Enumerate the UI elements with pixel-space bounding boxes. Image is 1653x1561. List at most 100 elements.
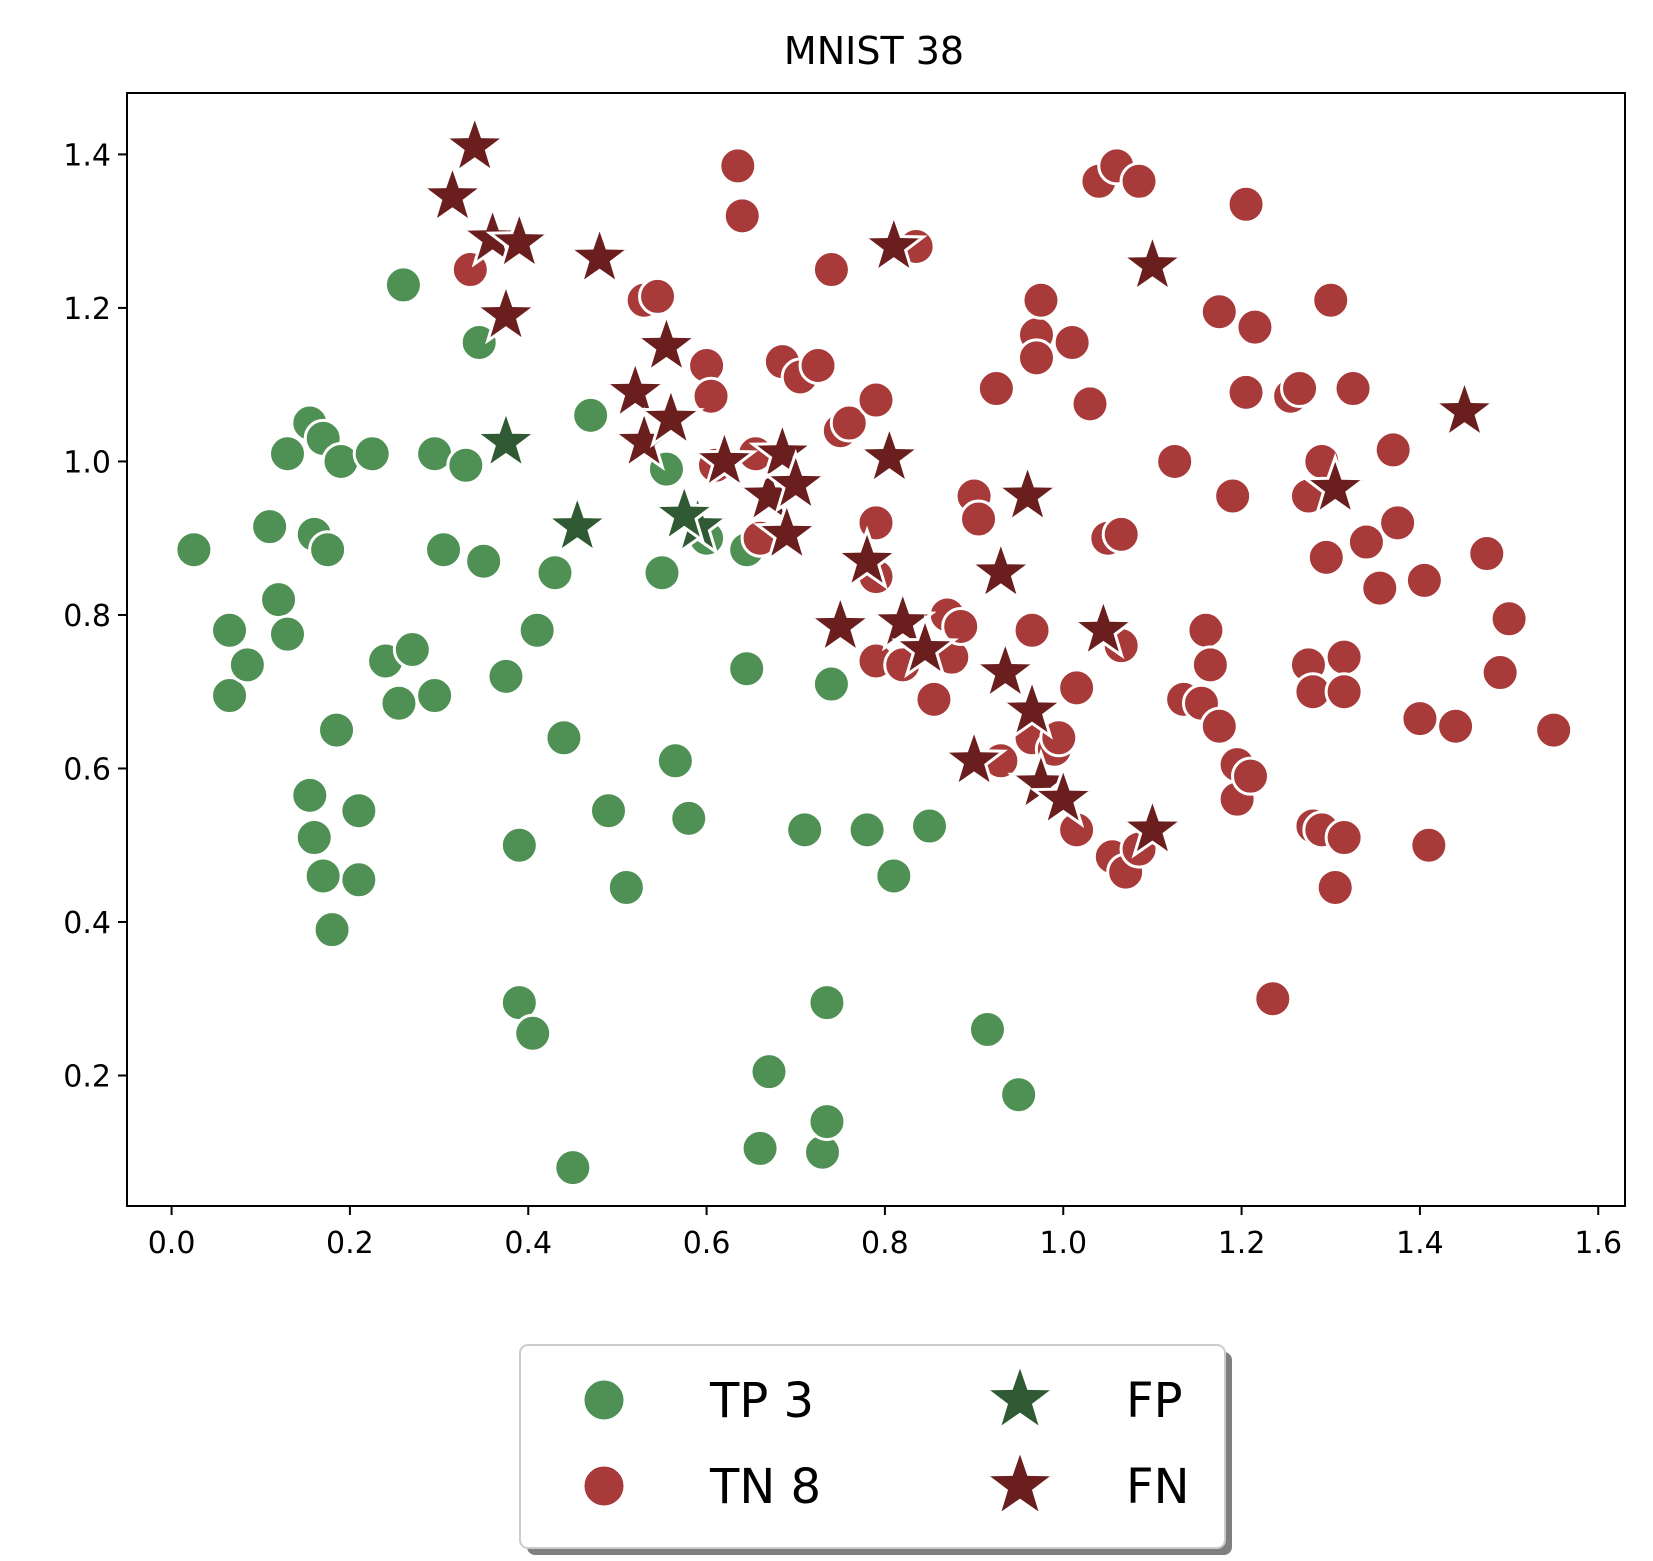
circle-point [268, 614, 307, 654]
x-tick-label: 1.0 [1039, 1226, 1087, 1261]
series-fp [472, 406, 732, 556]
star-point [993, 460, 1062, 525]
circle-point [424, 530, 464, 570]
circle-point [486, 656, 526, 696]
legend-label: TN 8 [709, 1459, 821, 1515]
circle-point [383, 265, 423, 305]
star-point [1118, 230, 1187, 295]
star-point [632, 310, 701, 376]
plot-frame [126, 92, 1626, 1207]
circle-point [727, 649, 767, 689]
circle-point [1253, 979, 1293, 1019]
star-point [940, 725, 1008, 790]
x-tick-label: 0.2 [326, 1226, 374, 1261]
circle-point [1155, 441, 1195, 481]
y-tick-label: 0.4 [63, 906, 111, 941]
circle-point [1346, 522, 1386, 562]
circle-point [499, 825, 539, 865]
x-tick-label: 1.4 [1396, 1226, 1444, 1261]
circle-point [1119, 161, 1159, 201]
star-point [543, 491, 612, 556]
y-axis: 0.2 0.4 0.6 0.8 1.0 1.2 1.4 [63, 138, 127, 1095]
star-point [1430, 375, 1499, 441]
circle-point [1409, 825, 1449, 865]
circle-point [967, 1009, 1007, 1049]
circle-point [352, 434, 392, 474]
circle-point [464, 541, 504, 581]
circle-point [544, 718, 584, 758]
circle-point [308, 530, 348, 570]
star-point [806, 590, 875, 656]
circle-point [1280, 369, 1320, 409]
star-point [753, 498, 821, 564]
circle-point [798, 345, 838, 385]
circle-point [227, 645, 267, 685]
legend-item: TN 8 [581, 1459, 821, 1515]
circle-point [1400, 699, 1440, 739]
circle-point [1436, 706, 1476, 746]
star-point [855, 422, 924, 487]
circle-point [1324, 637, 1364, 677]
star-point [565, 222, 634, 287]
circle-point [811, 250, 851, 290]
circle-point [722, 196, 762, 236]
circle-point [606, 867, 646, 907]
circle-point [718, 146, 758, 186]
star-point [485, 207, 554, 272]
x-tick-label: 0.6 [683, 1226, 731, 1261]
circle-point [1186, 610, 1226, 650]
circle-point [589, 791, 628, 831]
circle-point [638, 276, 678, 316]
star-point [761, 448, 830, 514]
circle-point [210, 676, 250, 716]
circle-point [290, 775, 330, 815]
circle-point [856, 380, 896, 420]
circle-point [1324, 818, 1364, 858]
circle-point [669, 798, 709, 838]
x-tick-label: 0.8 [861, 1226, 909, 1261]
legend: TP 3 TN 8 FP FN [519, 1344, 1232, 1555]
star-point [998, 675, 1066, 740]
circle-point [856, 503, 896, 543]
circle-point [1057, 668, 1097, 708]
star-point [748, 418, 817, 483]
star-point [418, 161, 487, 226]
circle-point [1467, 534, 1507, 574]
circle-point [1360, 568, 1400, 608]
y-tick-label: 1.0 [63, 445, 111, 480]
circle-point [914, 679, 954, 719]
circle-point [459, 322, 499, 362]
circle-point [1231, 756, 1270, 796]
star-point [868, 587, 937, 652]
circle-point [174, 530, 214, 570]
circle-point [1315, 867, 1355, 907]
legend-label: FN [1126, 1459, 1190, 1515]
star-point [833, 525, 901, 591]
series-fn [418, 111, 1499, 859]
circle-point [941, 606, 981, 646]
circle-point [379, 683, 419, 723]
star-point [891, 613, 959, 679]
circle-point [339, 791, 379, 831]
circle-point [317, 710, 357, 750]
y-tick-label: 0.8 [63, 599, 111, 634]
circle-point [392, 630, 432, 669]
circle-point [691, 376, 731, 416]
legend-star-marker [981, 1445, 1059, 1519]
circle-point [1101, 514, 1141, 554]
circle-point [1199, 706, 1239, 746]
circle-point [1306, 537, 1346, 577]
circle-point [1021, 280, 1061, 320]
star-point [472, 280, 540, 345]
legend-circle-marker [581, 1463, 627, 1509]
circle-point [910, 806, 949, 846]
star-point [637, 383, 705, 448]
circle-point [1378, 503, 1418, 543]
star-point [650, 479, 719, 544]
star-point [1301, 452, 1370, 518]
circle-point [571, 395, 611, 435]
circle-point [339, 860, 379, 900]
star-point [860, 210, 928, 276]
data-points [174, 111, 1574, 1188]
